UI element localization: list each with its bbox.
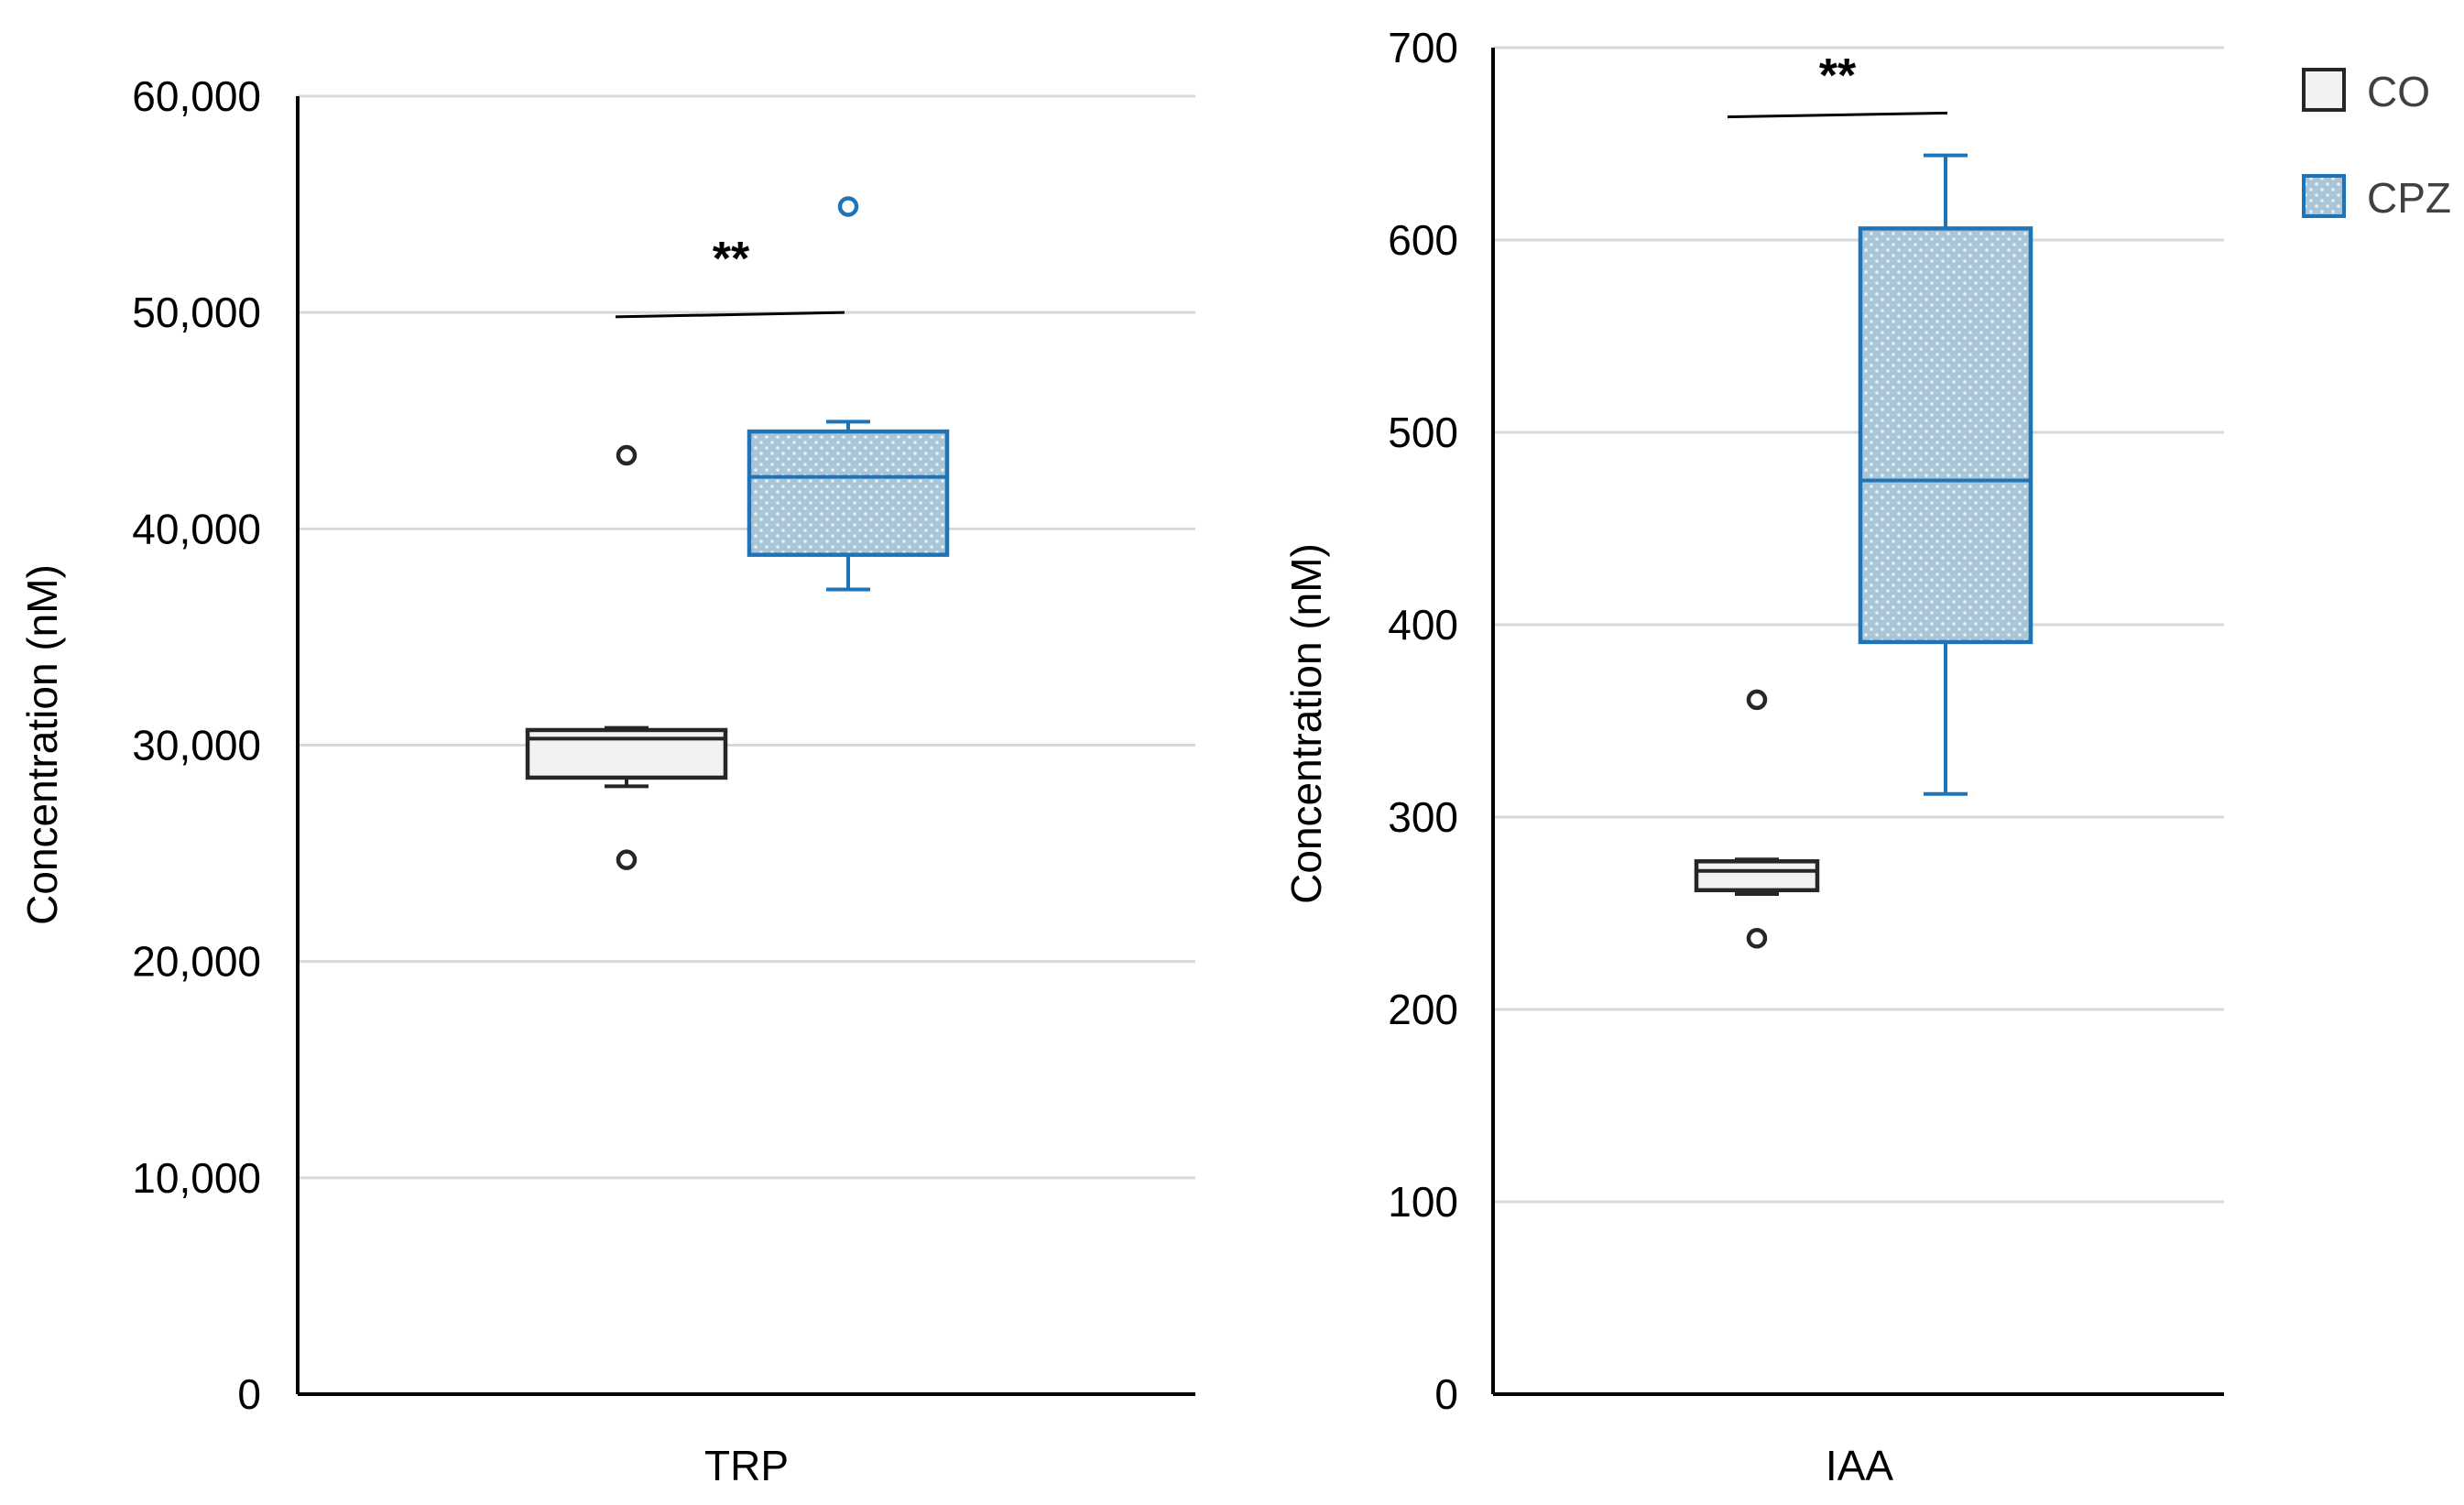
panel-trp-y-axis-title: Concentration (nM) — [18, 564, 66, 925]
iaa-co-outlier — [1746, 689, 1768, 711]
trp-cpz-box-group — [747, 196, 950, 592]
legend-label-co: CO — [2367, 68, 2430, 115]
trp-y-tick-label: 40,000 — [132, 505, 261, 552]
iaa-y-tick-label: 500 — [1388, 409, 1458, 456]
panel-iaa-plot — [1694, 153, 2033, 949]
panel-trp-significance-bar — [615, 311, 845, 319]
trp-y-tick-label: 30,000 — [132, 722, 261, 769]
trp-co-outlier — [616, 849, 638, 870]
legend-swatch-co — [2302, 68, 2346, 112]
panel-iaa-y-axis-title: Concentration (nM) — [1282, 543, 1330, 904]
panel-iaa: 0 100 200 300 400 500 600 700 Concentration (nM… — [1282, 24, 2224, 1489]
iaa-y-tick-label: 300 — [1388, 793, 1458, 841]
panel-trp-plot — [525, 196, 950, 870]
trp-y-tick-label: 20,000 — [132, 938, 261, 986]
iaa-y-tick-label: 700 — [1388, 24, 1458, 71]
trp-y-tick-label: 60,000 — [132, 72, 261, 120]
iaa-co-box-group — [1694, 689, 1820, 949]
panel-iaa-significance-bar — [1727, 111, 1948, 119]
iaa-co-box — [1694, 859, 1820, 893]
panel-iaa-ticks: 0 100 200 300 400 500 600 700 — [1388, 24, 1458, 1418]
panel-trp-x-category-label: TRP — [704, 1442, 789, 1489]
trp-co-outlier — [616, 444, 638, 466]
iaa-y-tick-label: 400 — [1388, 601, 1458, 649]
legend-swatch-cpz — [2302, 174, 2346, 218]
iaa-y-tick-label: 0 — [1434, 1370, 1458, 1418]
legend: CO CPZ — [2302, 68, 2451, 222]
legend-label-cpz: CPZ — [2367, 174, 2451, 222]
trp-cpz-outlier — [837, 196, 859, 217]
panel-iaa-significance-label: ** — [1819, 49, 1857, 103]
panel-iaa-x-category-label: IAA — [1826, 1442, 1893, 1489]
iaa-y-tick-label: 100 — [1388, 1178, 1458, 1226]
iaa-y-tick-label: 600 — [1388, 216, 1458, 264]
trp-y-tick-label: 0 — [237, 1370, 261, 1418]
panel-trp-grid — [298, 94, 1195, 1180]
iaa-cpz-box — [1858, 226, 2033, 645]
panel-trp-ticks: 0 10,000 20,000 30,000 40,000 50,000 60,000 — [132, 72, 261, 1418]
panel-trp: 0 10,000 20,000 30,000 40,000 50,000 60,000 Co… — [18, 72, 1195, 1489]
trp-y-tick-label: 10,000 — [132, 1154, 261, 1202]
trp-y-tick-label: 50,000 — [132, 289, 261, 336]
iaa-y-tick-label: 200 — [1388, 986, 1458, 1033]
trp-co-box-group — [525, 444, 728, 870]
iaa-co-outlier — [1746, 928, 1768, 949]
trp-cpz-box — [747, 429, 950, 557]
panel-trp-significance-label: ** — [713, 233, 750, 286]
iaa-cpz-box-group — [1858, 153, 2033, 796]
